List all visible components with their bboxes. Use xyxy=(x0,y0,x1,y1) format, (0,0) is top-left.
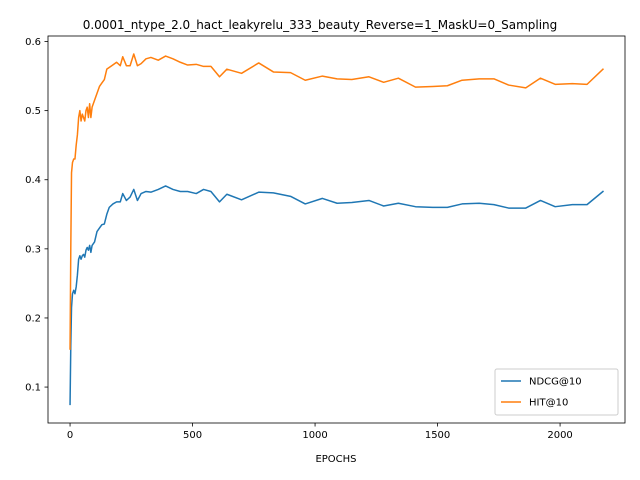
series-layer xyxy=(69,53,605,406)
x-axis-label: EPOCHS xyxy=(315,454,356,465)
y-tick-label: 0.3 xyxy=(25,244,41,255)
x-tick-label: 2000 xyxy=(547,430,572,441)
series-line-1 xyxy=(69,53,605,350)
plot-frame xyxy=(47,35,626,424)
legend-box xyxy=(494,368,619,416)
x-axis: 0 500 1000 1500 2000 xyxy=(67,423,573,441)
y-tick-label: 0.2 xyxy=(25,313,41,324)
legend-label-1: HIT@10 xyxy=(529,398,568,409)
legend-label-0: NDCG@10 xyxy=(529,377,582,388)
y-axis: 0.1 0.2 0.3 0.4 0.5 0.6 xyxy=(25,37,48,394)
x-tick-label: 0 xyxy=(67,430,73,441)
y-tick-label: 0.4 xyxy=(25,175,41,186)
y-tick-label: 0.5 xyxy=(25,106,41,117)
chart-title: 0.0001_ntype_2.0_hact_leakyrelu_333_beau… xyxy=(83,18,558,32)
x-tick-label: 1500 xyxy=(425,430,450,441)
x-tick-label: 1000 xyxy=(302,430,327,441)
y-tick-label: 0.6 xyxy=(25,37,41,48)
series-line-0 xyxy=(69,185,605,406)
legend: NDCG@10 HIT@10 xyxy=(494,368,619,416)
x-tick-label: 500 xyxy=(183,430,202,441)
y-tick-label: 0.1 xyxy=(25,383,41,394)
